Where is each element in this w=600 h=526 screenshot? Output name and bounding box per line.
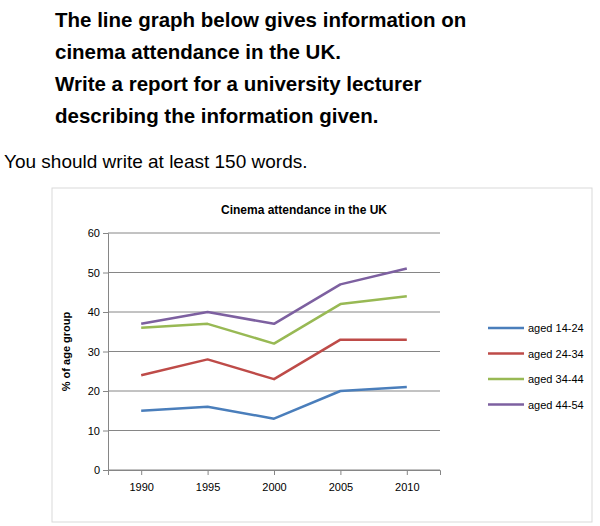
x-tick-label: 1995 (196, 481, 220, 493)
grid-line (108, 391, 440, 392)
x-axis: 1990 1995 2000 2005 2010 (109, 470, 441, 493)
x-tick-label: 1990 (129, 481, 153, 493)
grid-line (108, 233, 440, 234)
y-tick-mark (103, 273, 108, 274)
legend-swatch (488, 378, 524, 381)
legend-swatch (488, 327, 524, 330)
x-tick-mark (141, 470, 142, 475)
y-tick: 60 (88, 227, 108, 239)
x-tick-mark (340, 470, 341, 475)
y-tick-label: 60 (88, 227, 100, 239)
y-tick-label: 40 (88, 306, 100, 318)
series-group (141, 269, 407, 419)
annotation: describing the information given. (55, 104, 378, 127)
annotation: Write a report for a university lecturer (55, 72, 421, 95)
y-tick-mark (103, 470, 108, 471)
chart-title: Cinema attendance in the UK (221, 203, 387, 217)
y-tick-label: 0 (94, 464, 100, 476)
x-tick: 1990 (129, 470, 153, 493)
y-tick: 30 (88, 346, 108, 358)
legend-swatch (488, 352, 524, 355)
chart-frame (52, 188, 592, 522)
x-tick-label: 2010 (395, 481, 419, 493)
y-tick: 20 (88, 385, 108, 397)
y-axis-line (103, 234, 109, 471)
y-tick-mark (103, 233, 108, 234)
grid (108, 233, 440, 470)
series-line (141, 296, 407, 343)
series-line (141, 269, 407, 324)
x-tick-label: 2005 (329, 481, 353, 493)
y-tick: 40 (88, 306, 108, 318)
legend-label: aged 24-34 (528, 348, 584, 360)
grid-line (108, 312, 440, 313)
series-line (141, 387, 407, 419)
y-tick-label: 10 (88, 425, 100, 437)
y-axis: 0 10 20 30 40 50 60 (88, 227, 109, 476)
legend-label: aged 14-24 (528, 322, 584, 334)
x-tick: 2005 (329, 470, 353, 493)
y-tick-mark (103, 312, 108, 313)
x-tick: 1995 (196, 470, 220, 493)
chart-svg: The line graph below gives information o… (0, 0, 600, 526)
y-tick-mark (103, 431, 108, 432)
y-tick-label: 30 (88, 346, 100, 358)
x-tick-mark (208, 470, 209, 475)
y-tick-mark (103, 352, 108, 353)
y-tick: 0 (94, 464, 108, 476)
annotation: You should write at least 150 words. (4, 151, 307, 172)
y-tick-label: 50 (88, 267, 100, 279)
legend-label: aged 44-54 (528, 399, 584, 411)
grid-line (108, 351, 440, 352)
y-tick-mark (103, 391, 108, 392)
y-tick: 50 (88, 267, 108, 279)
x-tick: 2000 (262, 470, 286, 493)
series-line (141, 340, 407, 380)
x-tick-label: 2000 (262, 481, 286, 493)
legend-label: aged 34-44 (528, 373, 584, 385)
x-tick-mark (407, 470, 408, 475)
x-tick: 2010 (395, 470, 419, 493)
legend: aged 14-24 aged 24-34 aged 34-44 aged 44-54 (488, 322, 584, 411)
y-tick-label: 20 (88, 385, 100, 397)
legend-swatch (488, 403, 524, 406)
annotation: cinema attendance in the UK. (55, 40, 341, 63)
x-tick-mark (274, 470, 275, 475)
y-tick: 10 (88, 425, 108, 437)
y-axis-title: % of age group (60, 312, 72, 392)
x-axis-line (109, 471, 441, 476)
annotation: The line graph below gives information o… (55, 8, 466, 31)
grid-line (108, 430, 440, 431)
